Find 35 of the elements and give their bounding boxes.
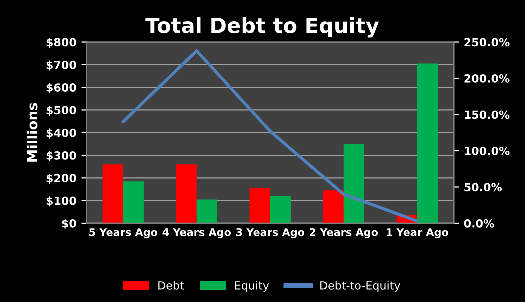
y-tick-label: $600 [46, 83, 76, 94]
x-tick-label: 3 Years Ago [236, 228, 305, 238]
y2-tick-label: 250.0% [464, 38, 510, 47]
legend-label: Debt-to-Equity [320, 281, 400, 292]
bar [176, 164, 197, 224]
y-tick-label: $700 [46, 60, 76, 71]
y-tick-label: $200 [46, 174, 76, 184]
x-tick-label: 2 Years Ago [310, 228, 378, 238]
y2-tick-label: 0.0% [464, 219, 494, 228]
bar [123, 182, 144, 224]
y-tick-label: $0 [62, 219, 76, 230]
bar [344, 144, 364, 224]
bar [270, 196, 291, 224]
bar [250, 188, 270, 224]
bar [196, 200, 218, 224]
y-tick-label: $300 [46, 151, 76, 162]
legend-label: Equity [235, 281, 270, 292]
y-tick-label: $400 [46, 128, 76, 139]
bar [102, 164, 124, 224]
x-tick-label: 1 Year Ago [387, 228, 448, 238]
x-tick-label: 5 Years Ago [90, 228, 158, 238]
line-series [122, 49, 419, 223]
legend-label: Debt [158, 281, 184, 290]
y-tick-label: $100 [46, 196, 76, 207]
bar [323, 190, 344, 224]
y-tick-label: $800 [46, 38, 76, 48]
x-tick-label: 4 Years Ago [162, 228, 232, 238]
y2-tick-label: 50.0% [464, 183, 502, 192]
y2-tick-label: 100.0% [465, 146, 510, 156]
y2-tick-label: 150.0% [465, 110, 510, 120]
y-tick-label: $500 [46, 106, 76, 116]
y-axis-title: Millions [26, 103, 38, 162]
chart-title: Total Debt to Equity [146, 17, 380, 38]
y2-tick-label: 200.0% [464, 74, 510, 83]
bar [417, 64, 438, 224]
